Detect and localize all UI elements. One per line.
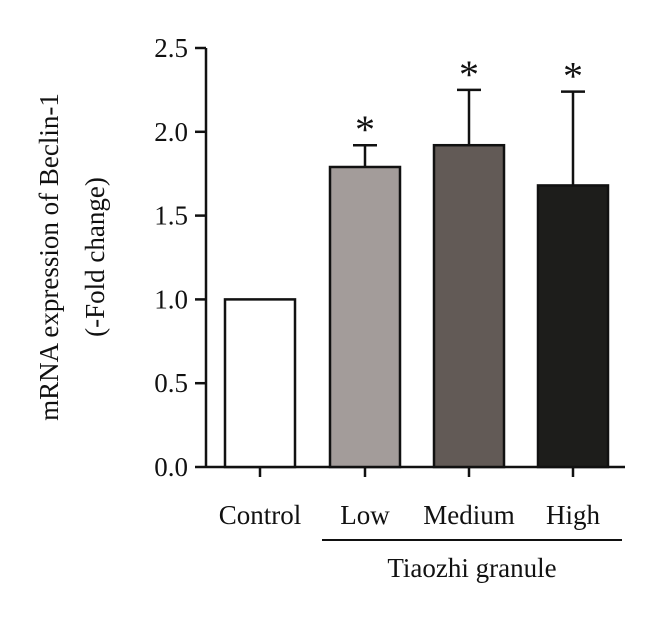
group-label: Tiaozhi granule — [387, 553, 556, 583]
y-tick-label: 0.5 — [154, 368, 188, 398]
bar-control — [223, 298, 297, 469]
bars-group: * * * — [223, 52, 610, 469]
x-tick-label-low: Low — [340, 500, 390, 530]
y-tick-label: 1.5 — [154, 201, 188, 231]
significance-marker-low: * — [355, 107, 375, 152]
y-axis-title: mRNA expression of Beclin-1 — [34, 93, 64, 421]
y-tick-label: 2.0 — [154, 117, 188, 147]
y-axis-title-unit: (-Fold change) — [80, 177, 110, 337]
bar-low — [328, 165, 402, 469]
x-tick-label-control: Control — [219, 500, 302, 530]
group-bracket: Tiaozhi granule — [322, 539, 622, 583]
x-tick-label-high: High — [546, 500, 601, 530]
y-axis-title-group: mRNA expression of Beclin-1 (-Fold chang… — [34, 93, 110, 421]
bar-medium — [432, 143, 506, 469]
y-tick-label: 2.5 — [154, 33, 188, 63]
y-tick-label: 1.0 — [154, 284, 188, 314]
significance-marker-high: * — [563, 54, 583, 99]
axes: 0.0 0.5 1.0 1.5 2.0 2.5 Control Low Medium High — [154, 33, 625, 530]
significance-marker-medium: * — [459, 52, 479, 97]
y-tick-label: 0.0 — [154, 452, 188, 482]
bar-high — [536, 184, 610, 469]
x-tick-label-medium: Medium — [423, 500, 515, 530]
